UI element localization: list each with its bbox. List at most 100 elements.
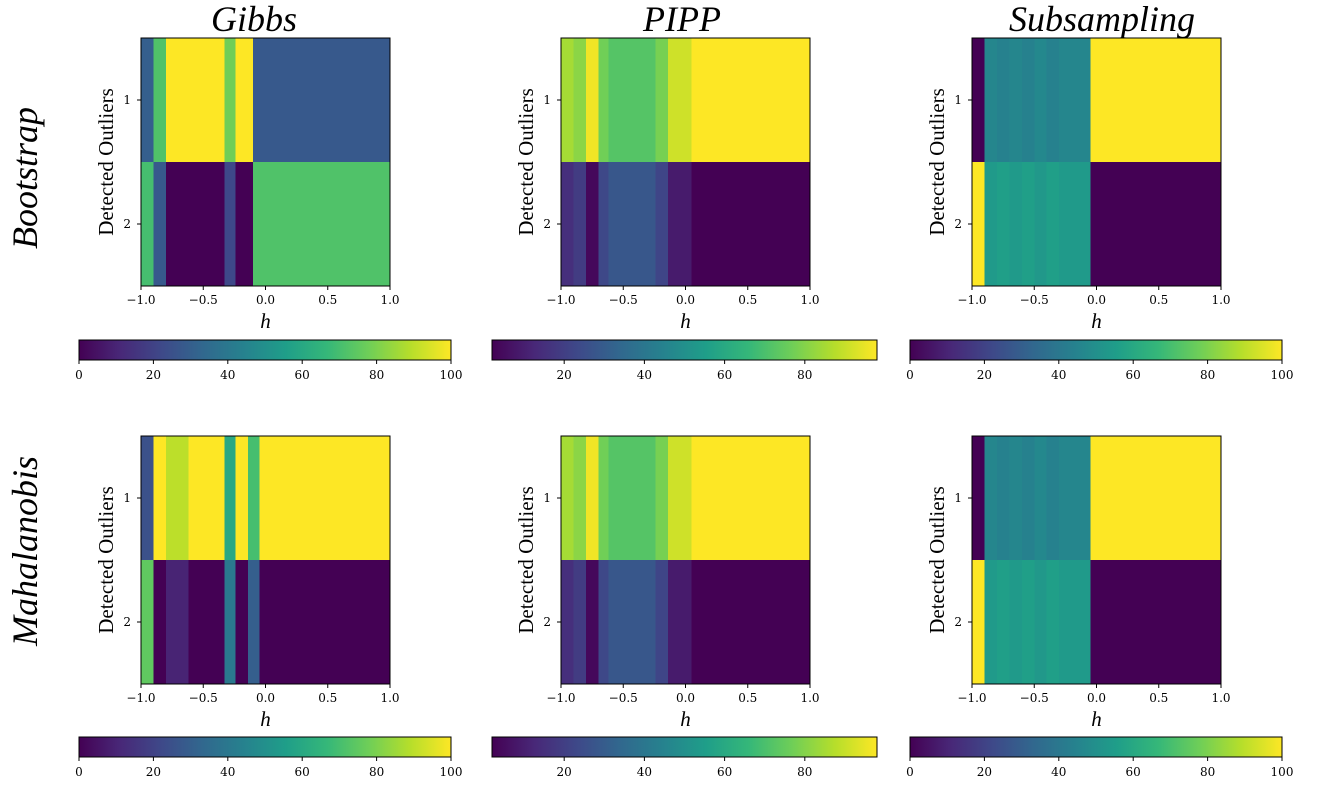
x-axis-label: h: [680, 309, 691, 333]
heatmap-cell: [141, 436, 155, 561]
row-title-mahalanobis: Mahalanobis: [5, 456, 45, 647]
heatmap-cell: [1021, 162, 1035, 287]
heatmap-cell: [153, 436, 167, 561]
x-tick-label: −0.5: [189, 691, 218, 705]
heatmap-cell: [1059, 560, 1091, 685]
colorbar-tick-label: 20: [557, 368, 572, 382]
x-tick-label: 0.5: [738, 691, 757, 705]
heatmap-cell: [996, 560, 1010, 685]
heatmap-mahalanobis-pipp: −1.0 −0.5 0.0 0.5 1.0 1 2 h Detected Outliers 20 4…: [491, 435, 878, 779]
colorbar-tick-label: 0: [906, 368, 914, 382]
heatmap-cell: [561, 162, 575, 287]
colorbar-tick-label: 0: [75, 765, 83, 779]
heatmap-cell: [1034, 162, 1048, 287]
y-tick-label: 2: [543, 217, 551, 231]
x-tick-label: 0.0: [676, 691, 695, 705]
x-tick-label: −1.0: [126, 691, 155, 705]
colorbar-tick-label: 80: [369, 368, 384, 382]
heatmap-cell: [248, 436, 260, 561]
x-tick-label: 0.5: [318, 293, 337, 307]
heatmap-cell: [608, 38, 657, 163]
y-axis-label: Detected Outliers: [94, 486, 118, 634]
heatmap-cell: [598, 560, 609, 685]
x-axis-label: h: [260, 707, 271, 731]
heatmap-cell: [188, 560, 226, 685]
colorbar-tick-label: 20: [146, 765, 161, 779]
colorbar-tick-label: 80: [369, 765, 384, 779]
heatmap-cell: [248, 560, 260, 685]
colorbar-gradient: [78, 339, 452, 361]
x-tick-label: 1.0: [800, 691, 819, 705]
x-tick-label: 1.0: [380, 691, 399, 705]
x-tick-label: 1.0: [800, 293, 819, 307]
heatmap-cell: [224, 560, 237, 685]
heatmap-cell: [1021, 560, 1035, 685]
x-axis-label: h: [1091, 309, 1102, 333]
heatmap-cell: [573, 162, 587, 287]
colorbar: 0 20 40 60 80 100: [906, 736, 1294, 779]
heatmap-cell: [224, 436, 237, 561]
y-axis-label: Detected Outliers: [925, 486, 949, 634]
x-tick-label: −0.5: [609, 293, 638, 307]
colorbar-gradient: [491, 339, 878, 361]
heatmap-cell: [691, 436, 811, 561]
y-tick-label: 1: [954, 93, 962, 107]
heatmap-cell: [655, 560, 669, 685]
heatmap-cell: [996, 162, 1010, 287]
heatmap-bootstrap-pipp: −1.0 −0.5 0.0 0.5 1.0 1 2 h Detected Outliers 20 4…: [491, 37, 878, 382]
heatmap-cell: [1034, 436, 1048, 561]
heatmap-cell: [1090, 162, 1222, 287]
y-axis-label: Detected Outliers: [514, 486, 538, 634]
colorbar-gradient: [78, 736, 452, 758]
y-tick-label: 2: [954, 615, 962, 629]
x-tick-label: −0.5: [1020, 691, 1049, 705]
heatmap-cell: [1046, 560, 1060, 685]
column-title-pipp: PIPP: [642, 0, 721, 39]
heatmap-cell: [668, 560, 693, 685]
heatmap-cell: [585, 162, 599, 287]
colorbar: 0 20 40 60 80 100: [906, 339, 1293, 382]
colorbar-gradient: [491, 736, 878, 758]
y-tick-label: 1: [543, 491, 551, 505]
heatmap-cell: [224, 162, 237, 287]
x-tick-label: 1.0: [1211, 691, 1230, 705]
colorbar-tick-label: 60: [717, 368, 732, 382]
heatmap-cell: [972, 560, 986, 685]
colorbar-tick-label: 60: [1126, 368, 1141, 382]
heatmap-cell: [972, 38, 986, 163]
column-title-gibbs: Gibbs: [211, 0, 297, 39]
heatmap-cell: [691, 38, 811, 163]
heatmap-mahalanobis-gibbs: −1.0 −0.5 0.0 0.5 1.0 1 2 h Detected Outliers 0 20…: [75, 435, 462, 779]
heatmap-cell: [165, 560, 189, 685]
heatmap-cell: [598, 38, 609, 163]
heatmap-cell: [1021, 436, 1035, 561]
colorbar-tick-label: 40: [637, 368, 652, 382]
heatmap-cell: [1059, 38, 1091, 163]
x-tick-label: −1.0: [126, 293, 155, 307]
heatmap-cell: [561, 560, 575, 685]
heatmap-cell: [984, 38, 998, 163]
colorbar-tick-label: 40: [637, 765, 652, 779]
heatmap-cell: [1090, 436, 1222, 561]
heatmap-cell: [598, 162, 609, 287]
y-tick-label: 2: [954, 217, 962, 231]
heatmap-cell: [1034, 560, 1048, 685]
x-tick-label: 0.0: [676, 293, 695, 307]
heatmap-cell: [1090, 560, 1222, 685]
colorbar-gradient: [909, 339, 1283, 361]
heatmap-cell: [1046, 436, 1060, 561]
heatmap-cell: [691, 560, 811, 685]
heatmap-cell: [1046, 38, 1060, 163]
heatmap-cell: [188, 436, 226, 561]
x-tick-label: −1.0: [957, 293, 986, 307]
colorbar-tick-label: 100: [1271, 765, 1294, 779]
y-tick-label: 1: [954, 491, 962, 505]
heatmap-cell: [655, 436, 669, 561]
colorbar: 20 40 60 80: [491, 736, 878, 779]
heatmap-cell: [224, 38, 237, 163]
y-axis-label: Detected Outliers: [514, 88, 538, 236]
colorbar-tick-label: 80: [1200, 765, 1215, 779]
colorbar-tick-label: 20: [977, 765, 992, 779]
colorbar-tick-label: 100: [440, 368, 463, 382]
